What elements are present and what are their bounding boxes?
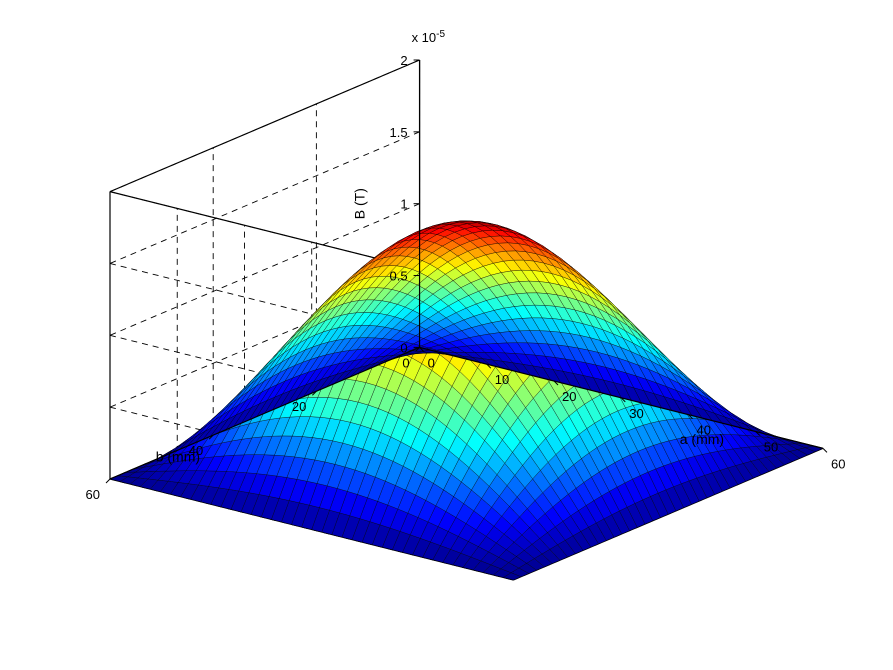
x-tick-label: 20 (562, 389, 576, 404)
surface3d-chart: 0102030405060020406000.511.52a (mm)b (mm… (0, 0, 893, 670)
z-tick-label: 1.5 (389, 125, 407, 140)
x-axis-label: a (mm) (680, 431, 724, 447)
x-tick-label: 60 (831, 456, 845, 471)
x-tick-label: 0 (428, 355, 435, 370)
z-tick-label: 1 (400, 197, 407, 212)
surface (110, 221, 823, 580)
x-tick-label: 10 (495, 372, 509, 387)
z-tick-label: 0.5 (389, 269, 407, 284)
z-axis-label: B (T) (352, 188, 368, 219)
y-tick-label: 20 (292, 399, 306, 414)
x-tick-label: 30 (629, 406, 643, 421)
x-tick-label: 50 (764, 440, 778, 455)
z-tick-label: 2 (400, 53, 407, 68)
y-tick-label: 0 (402, 355, 409, 370)
y-tick-label: 60 (86, 487, 100, 502)
z-multiplier: x 10-5 (412, 29, 446, 46)
